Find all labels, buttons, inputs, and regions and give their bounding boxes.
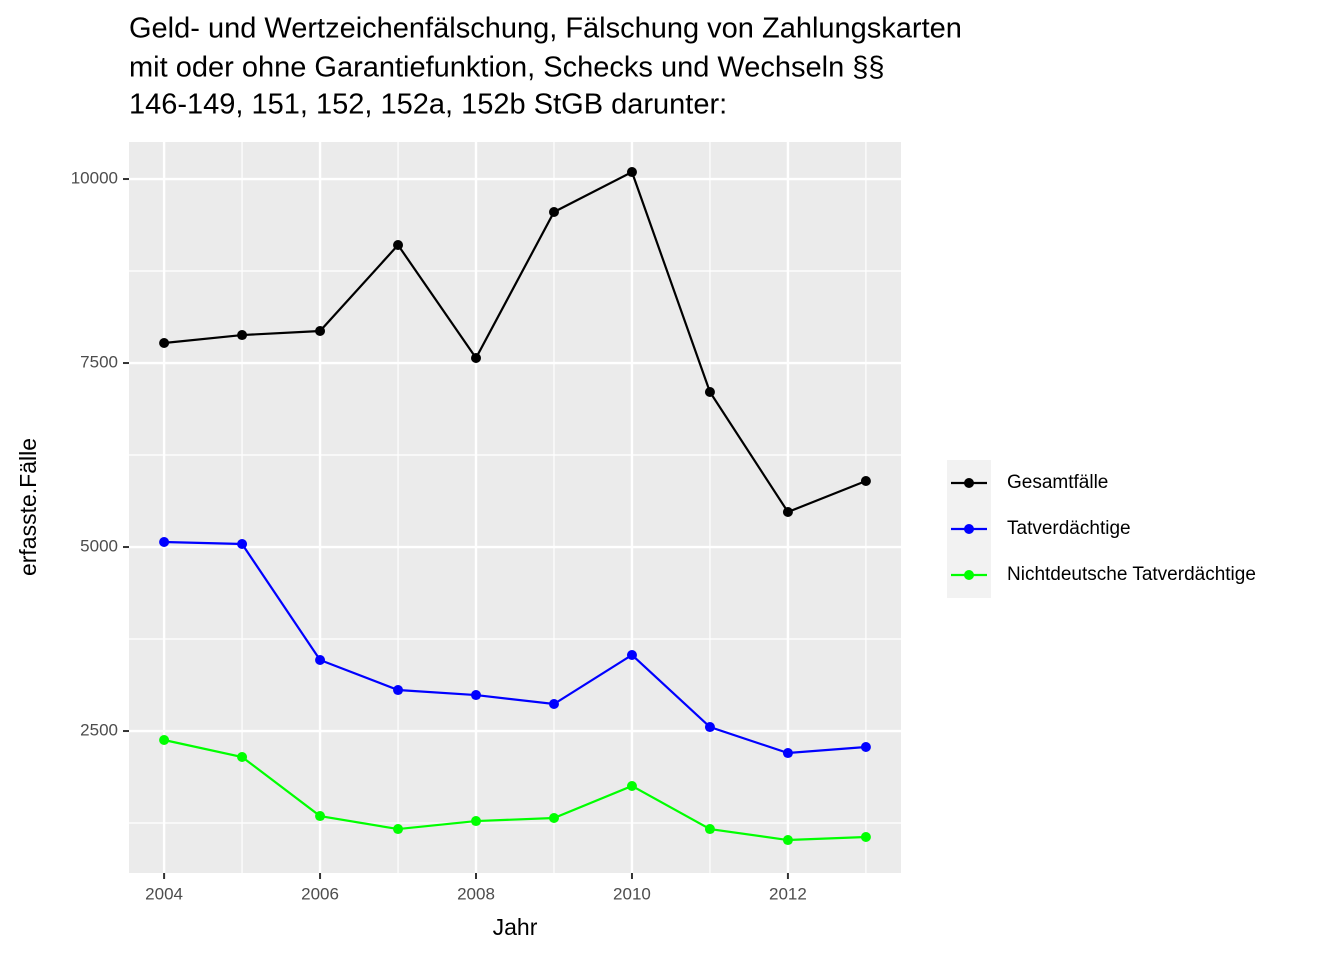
x-tick-label: 2008 (457, 884, 495, 903)
data-point (860, 832, 871, 843)
data-point (704, 387, 715, 398)
x-tick-label: 2010 (613, 884, 651, 903)
data-point (860, 476, 871, 487)
data-point (393, 824, 404, 835)
data-point (548, 813, 559, 824)
y-tick-label: 5000 (80, 537, 118, 556)
series-line (164, 540, 866, 755)
data-point (237, 330, 248, 341)
y-axis-label: erfasste.Fälle (15, 438, 41, 576)
data-point (626, 781, 637, 792)
chart-title: Geld- und Wertzeichenfälschung, Fälschun… (129, 13, 962, 45)
data-point (704, 824, 715, 835)
legend-label: Gesamtfälle (1007, 472, 1108, 493)
x-tick-label: 2004 (145, 884, 183, 903)
data-point (315, 655, 326, 666)
data-point (393, 240, 404, 251)
y-tick-label: 2500 (80, 721, 118, 740)
data-point (393, 685, 404, 696)
data-point (315, 326, 326, 337)
data-point (159, 735, 170, 746)
data-point (548, 206, 559, 217)
y-tick-label: 10000 (71, 169, 118, 188)
data-point (237, 752, 248, 763)
legend-key (964, 524, 974, 534)
legend-label: Tatverdächtige (1007, 518, 1131, 539)
y-tick-label: 7500 (80, 353, 118, 372)
series-line (163, 738, 866, 842)
x-axis-label: Jahr (493, 914, 538, 940)
chart-title: mit oder ohne Garantiefunktion, Schecks … (129, 52, 885, 84)
data-point (159, 537, 170, 548)
data-point (471, 353, 482, 364)
data-point (782, 506, 793, 517)
legend-key (964, 570, 974, 580)
x-tick-label: 2012 (769, 884, 807, 903)
series-line (163, 170, 867, 514)
data-point (471, 816, 482, 827)
data-point (471, 690, 482, 701)
data-point (626, 167, 637, 178)
data-point (237, 539, 248, 550)
legend-key (964, 478, 974, 488)
data-point (782, 748, 793, 759)
data-point (782, 835, 793, 846)
x-tick-label: 2006 (301, 884, 339, 903)
data-point (626, 649, 637, 660)
data-point (860, 741, 871, 752)
data-point (315, 811, 326, 822)
panel (129, 142, 901, 873)
chart-title: 146-149, 151, 152, 152a, 152b StGB darun… (129, 89, 727, 121)
data-point (159, 338, 170, 349)
data-point (548, 699, 559, 710)
data-point (704, 722, 715, 733)
legend-label: Nichtdeutsche Tatverdächtige (1007, 564, 1256, 585)
